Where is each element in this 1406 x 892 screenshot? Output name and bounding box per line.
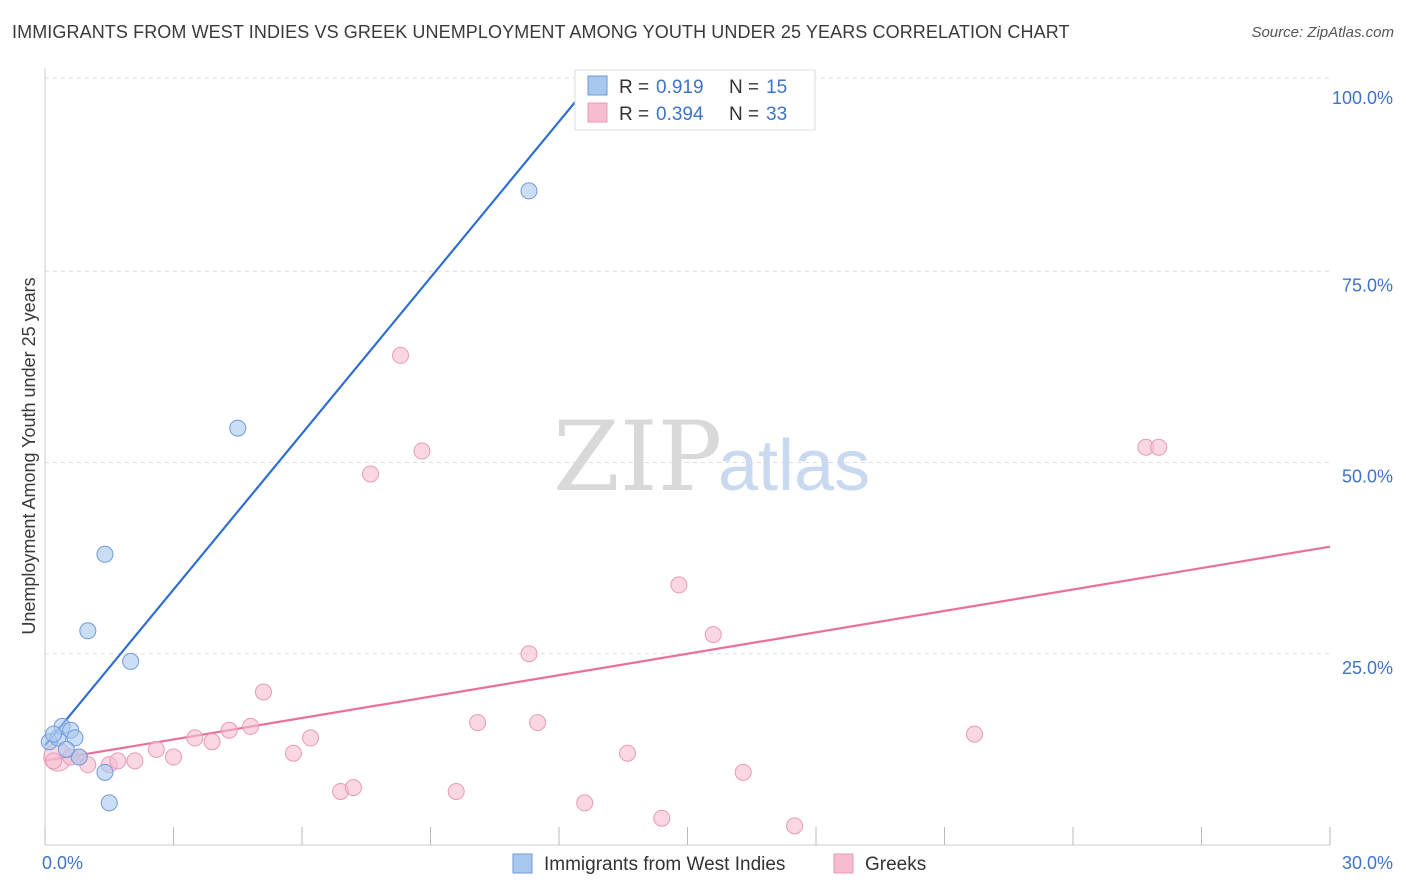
stats-legend: R = 0.919 N = 15 R = 0.394 N = 33	[574, 69, 816, 131]
legend-swatch-west-indies	[512, 853, 533, 874]
trend-lines	[44, 79, 1331, 762]
y-tick-label: 50.0%	[1342, 467, 1393, 487]
point-west-indies	[79, 622, 97, 640]
watermark-atlas: atlas	[718, 426, 870, 506]
watermark-zip: ZIP	[553, 401, 722, 513]
point-west-indies	[57, 740, 75, 758]
point-west-indies	[229, 419, 247, 437]
axes	[44, 68, 1331, 846]
r-value: 0.919	[656, 77, 704, 98]
point-west-indies	[96, 763, 114, 781]
point-greeks	[670, 576, 688, 594]
point-greeks	[344, 779, 362, 797]
point-greeks	[447, 782, 465, 800]
point-west-indies	[66, 729, 84, 747]
y-tick-label: 100.0%	[1332, 88, 1393, 108]
chart-source: Source: ZipAtlas.com	[1251, 24, 1394, 41]
point-greeks	[254, 683, 272, 701]
legend-swatch	[587, 102, 608, 123]
tick-labels: 100.0% 75.0% 50.0% 25.0% 0.0% 30.0%	[42, 88, 1393, 873]
point-greeks	[529, 714, 547, 732]
point-greeks	[242, 717, 260, 735]
point-greeks	[284, 744, 302, 762]
x-tick-label: 30.0%	[1342, 853, 1393, 873]
point-greeks	[302, 729, 320, 747]
n-value: 33	[766, 104, 787, 125]
point-greeks	[1150, 438, 1168, 456]
point-greeks	[165, 748, 182, 766]
point-greeks	[786, 817, 804, 835]
point-west-indies	[122, 652, 140, 670]
y-tick-label: 75.0%	[1342, 275, 1393, 295]
point-greeks	[45, 752, 63, 770]
point-greeks	[362, 465, 380, 483]
point-greeks	[576, 794, 594, 812]
point-greeks	[126, 752, 144, 770]
point-west-indies	[520, 182, 538, 200]
gridlines	[45, 77, 1330, 655]
point-greeks	[392, 346, 410, 364]
n-value: 15	[766, 77, 787, 98]
point-greeks	[413, 442, 431, 460]
point-greeks	[619, 744, 637, 762]
y-axis-title: Unemployment Among Youth under 25 years	[19, 277, 39, 634]
r-value: 0.394	[656, 104, 704, 125]
legend-label-greeks: Greeks	[865, 854, 926, 875]
point-greeks	[965, 725, 983, 743]
point-greeks	[704, 626, 722, 644]
point-greeks	[520, 645, 538, 663]
data-points	[40, 182, 1168, 835]
legend-label-west-indies: Immigrants from West Indies	[544, 854, 785, 875]
stats-legend-box	[574, 69, 816, 131]
point-greeks	[734, 763, 752, 781]
point-greeks	[469, 714, 487, 732]
point-greeks	[203, 733, 221, 751]
point-west-indies	[70, 748, 88, 766]
point-west-indies	[96, 545, 114, 563]
point-greeks	[109, 752, 127, 770]
trend-line-greeks	[44, 545, 1331, 762]
legend-swatch	[587, 75, 608, 96]
point-greeks	[653, 809, 671, 827]
point-greeks	[147, 740, 165, 758]
n-label: N =	[729, 104, 759, 125]
watermark: ZIP atlas	[553, 401, 870, 513]
r-label: R =	[619, 77, 649, 98]
y-axis-label: Unemployment Among Youth under 25 years	[19, 277, 39, 634]
point-west-indies	[100, 794, 118, 812]
x-tick-label: 0.0%	[42, 853, 83, 873]
point-greeks	[186, 729, 204, 747]
series-legend: Immigrants from West Indies Greeks	[512, 853, 926, 875]
r-label: R =	[619, 104, 649, 125]
point-greeks	[220, 721, 238, 739]
trend-line-west-indies	[44, 79, 595, 747]
chart-title: IMMIGRANTS FROM WEST INDIES VS GREEK UNE…	[12, 22, 1070, 42]
point-west-indies	[45, 725, 63, 743]
y-tick-label: 25.0%	[1342, 658, 1393, 678]
n-label: N =	[729, 77, 759, 98]
legend-swatch-greeks	[833, 853, 854, 874]
